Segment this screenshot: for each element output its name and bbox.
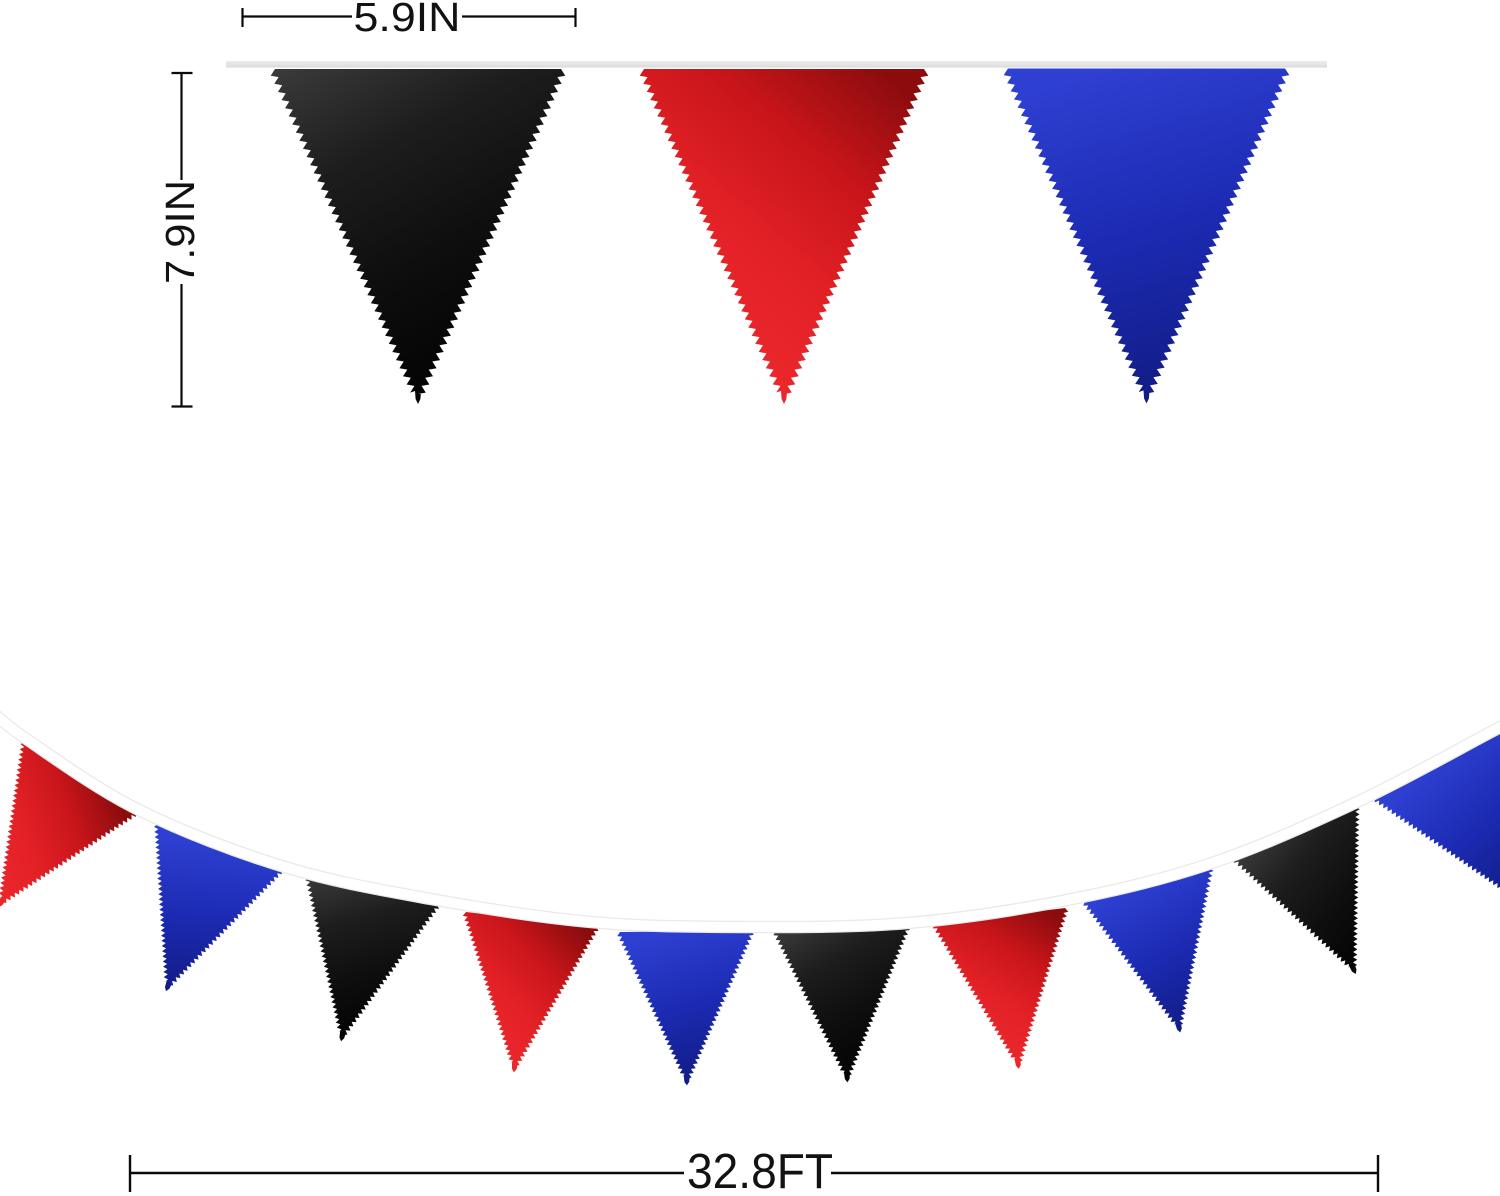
svg-text:32.8FT: 32.8FT: [687, 1145, 833, 1196]
svg-text:5.9IN: 5.9IN: [354, 0, 461, 40]
svg-text:7.9IN: 7.9IN: [157, 180, 203, 284]
